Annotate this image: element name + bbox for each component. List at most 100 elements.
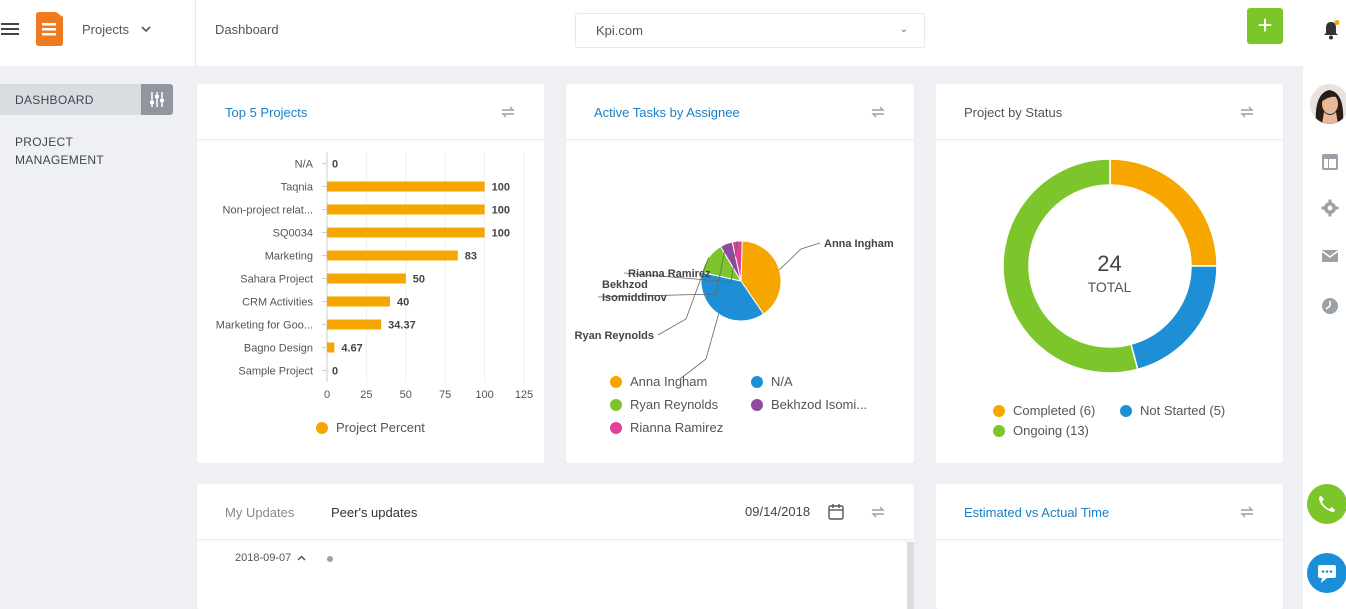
add-button[interactable]: + [1247,8,1283,44]
card-title[interactable]: Project by Status [964,105,1063,120]
chevron-down-icon: ⌄ [899,24,908,35]
chevron-up-icon[interactable] [297,555,306,561]
x-tick-label: 75 [439,389,451,401]
pie-slice-label: Bekhzod [602,279,648,291]
donut-total-label: TOTAL [1087,279,1132,295]
sidebar-settings-button[interactable] [141,84,173,115]
x-tick-label: 50 [400,389,412,401]
sidebar-item-project-management[interactable]: PROJECT MANAGEMENT [15,135,105,167]
pie-slice [740,240,782,315]
data-label: 0 [332,366,338,378]
layout-icon[interactable] [1321,153,1339,171]
chevron-down-icon [141,26,151,33]
data-label: 83 [465,251,477,263]
legend-label: Bekhzod Isomi... [771,397,868,412]
legend-dot [610,398,622,411]
updates-date[interactable]: 09/14/2018 [745,504,811,519]
active-tasks-card: Active Tasks by Assignee Anna Ingham N/A R… [566,84,914,463]
card-header: My Updates Peer's updates 09/14/2018 [197,484,914,540]
category-label: Marketing for Goo... [216,320,313,332]
legend-item[interactable]: Not Started (5) [1120,403,1225,418]
top-bar: Projects Dashboard Kpi.com ⌄ + [0,0,1303,66]
menu-icon[interactable] [0,20,20,40]
update-row-date: 2018-09-07 [235,552,292,564]
right-rail [1303,0,1346,609]
sidebar-item-dashboard[interactable]: DASHBOARD [0,84,141,115]
legend-item[interactable]: Ongoing (13) [993,423,1089,438]
x-tick-label: 0 [324,389,330,401]
legend-item[interactable]: Completed (6) [993,403,1095,418]
refresh-icon[interactable] [1238,504,1256,520]
refresh-icon[interactable] [499,104,517,120]
card-title[interactable]: Active Tasks by Assignee [594,105,740,120]
refresh-icon[interactable] [869,504,887,520]
legend-item[interactable]: N/A [751,374,793,389]
project-selector-label: Projects [82,22,129,37]
breadcrumb: Dashboard [215,22,279,37]
chat-button[interactable] [1307,553,1346,593]
bar [327,319,382,330]
category-label: Non-project relat... [223,205,313,217]
pie-leader-line [779,242,821,271]
bar [327,296,391,307]
update-row[interactable]: 2018-09-07 [235,552,306,564]
legend-label: Ongoing (13) [1013,423,1089,438]
bar [327,181,485,192]
legend-item[interactable]: Anna Ingham [610,374,707,389]
category-label: Sahara Project [240,274,313,286]
card-title[interactable]: Estimated vs Actual Time [964,505,1110,520]
clock-icon[interactable] [1321,297,1339,315]
refresh-icon[interactable] [869,104,887,120]
data-label: 0 [332,159,338,171]
legend-dot [751,375,763,388]
brand-area: Projects [0,0,196,66]
phone-icon [1319,496,1335,512]
notification-bell-icon[interactable] [1322,20,1340,40]
legend-item[interactable]: Rianna Ramirez [610,420,723,435]
legend-item[interactable]: Bekhzod Isomi... [751,397,867,412]
category-label: Marketing [265,251,313,263]
project-selector[interactable]: Projects [82,22,151,37]
pie-leader-line [679,314,719,379]
legend-item[interactable]: Project Percent [316,420,425,435]
pie-leader-line [657,257,709,336]
category-label: N/A [295,159,314,171]
card-title[interactable]: Top 5 Projects [225,105,308,120]
card-header: Estimated vs Actual Time [936,484,1283,540]
donut-segment [1109,158,1218,267]
tab-peers-updates[interactable]: Peer's updates [331,505,418,520]
category-label: Bagno Design [244,343,313,355]
pie-slice-label: Anna Ingham [824,238,894,250]
data-label: 40 [397,297,409,309]
legend-label: Not Started (5) [1140,403,1226,418]
pie-slice [700,271,765,322]
project-status-card: Project by Status 24 TOTAL Completed (6)… [936,84,1283,463]
bar [327,250,458,261]
legend-item[interactable]: Ryan Reynolds [610,397,718,412]
legend-dot [316,421,328,434]
calendar-icon[interactable] [827,503,845,521]
sliders-icon [150,92,164,107]
pie-slice [731,240,743,282]
app-logo [36,12,63,46]
top5-projects-card: Top 5 Projects 0 25 50 75 100 125 N/A 0 Taqnia 10… [197,84,544,463]
refresh-icon[interactable] [1238,104,1256,120]
legend-label: Completed (6) [1013,403,1096,418]
donut-chart [1002,158,1218,374]
phone-button[interactable] [1307,484,1346,524]
gear-icon[interactable] [1321,199,1339,217]
tab-my-updates[interactable]: My Updates [225,505,295,520]
scrollbar[interactable] [907,542,914,609]
avatar[interactable] [1310,84,1346,124]
category-label: Sample Project [238,366,313,378]
data-label: 100 [492,182,510,194]
pie-leader-line [597,243,727,298]
category-label: CRM Activities [242,297,313,309]
timeline-dot [327,556,333,562]
workspace-select-value: Kpi.com [596,23,643,38]
legend-dot [993,404,1005,417]
mail-icon[interactable] [1321,247,1339,265]
workspace-select[interactable]: Kpi.com ⌄ [575,13,925,48]
bar [327,342,335,353]
legend-label: Project Percent [336,420,425,435]
